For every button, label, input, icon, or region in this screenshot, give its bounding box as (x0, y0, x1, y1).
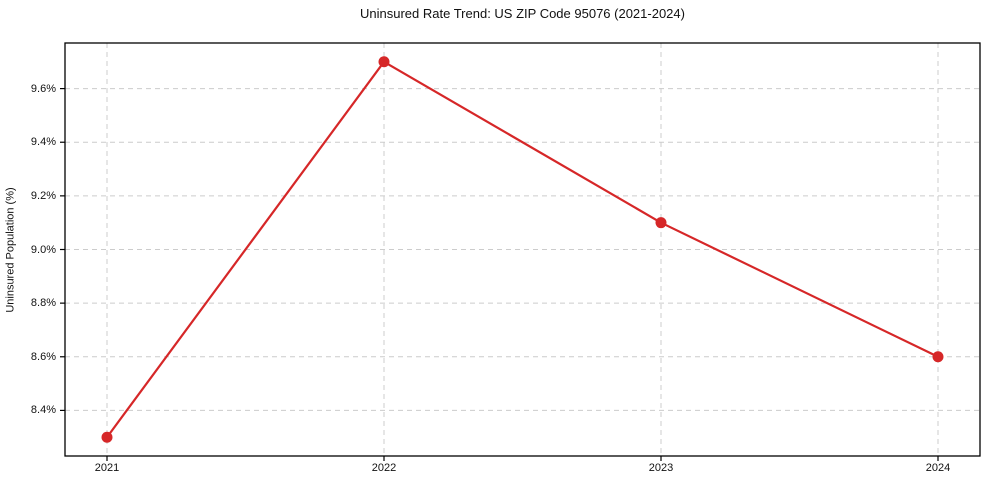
y-tick-label: 9.4% (30, 136, 56, 149)
y-tick-label: 8.4% (30, 404, 56, 417)
y-tick-label: 9.0% (30, 243, 56, 256)
x-tick-label: 2024 (925, 462, 951, 474)
y-tick-label: 8.8% (30, 297, 56, 310)
chart-title: Uninsured Rate Trend: US ZIP Code 95076 … (360, 6, 685, 21)
data-point-2021 (101, 431, 113, 443)
data-point-2024 (932, 351, 944, 363)
trend-line (105, 60, 940, 439)
x-tick-label: 2022 (371, 462, 397, 474)
y-tick-label: 8.6% (30, 350, 56, 363)
data-point-2022 (378, 56, 390, 68)
data-point-2023 (655, 217, 667, 229)
y-tick-label: 9.2% (30, 189, 56, 202)
y-tick-label: 9.6% (30, 82, 56, 95)
x-tick-label: 2021 (94, 462, 120, 474)
x-tick-label: 2023 (648, 462, 674, 474)
